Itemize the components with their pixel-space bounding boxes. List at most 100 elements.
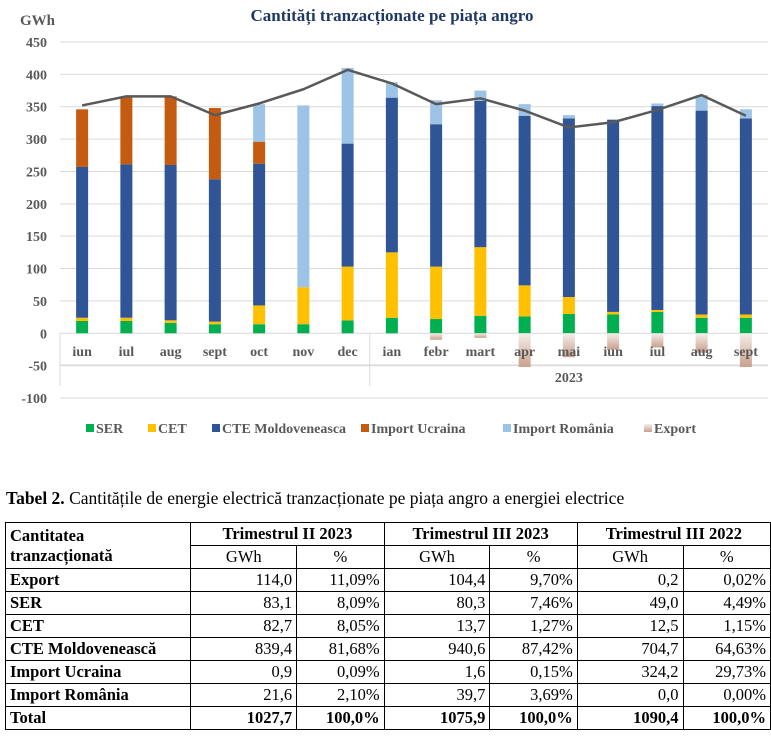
bar-cet xyxy=(651,309,664,312)
bar-ser xyxy=(208,324,221,334)
bar-ser xyxy=(76,320,89,334)
unit-header: GWh xyxy=(190,545,298,569)
total-line xyxy=(81,68,747,129)
category-axis: 2023 xyxy=(59,332,768,386)
gwh-cell: 704,7 xyxy=(576,637,684,661)
percent-cell: 100,0% xyxy=(296,706,385,730)
percent-cell: 3,69% xyxy=(489,683,578,707)
percent-header: % xyxy=(489,545,578,569)
legend-label: CET xyxy=(158,422,187,437)
gwh-cell: 1090,4 xyxy=(576,706,684,730)
gwh-cell: 114,0 xyxy=(190,568,298,592)
gwh-cell: 1,6 xyxy=(383,660,491,684)
table-row: CTE Moldovenească 839,4 81,68% 940,6 87,42% 7… xyxy=(4,637,771,661)
gwh-cell: 839,4 xyxy=(190,637,298,661)
bar-cet xyxy=(385,252,398,318)
gwh-cell: 21,6 xyxy=(190,683,298,707)
percent-cell: 8,05% xyxy=(296,614,385,638)
gwh-cell: 1075,9 xyxy=(383,706,491,730)
bar-import-rom-nia xyxy=(695,95,708,111)
y-tick-label: 150 xyxy=(26,230,47,245)
legend-label: CTE Moldoveneasca xyxy=(222,422,346,437)
y-tick-label: 450 xyxy=(26,36,47,51)
legend-swatch xyxy=(148,424,156,432)
percent-cell: 29,73% xyxy=(682,660,771,684)
bar-cte-moldoveneasca xyxy=(474,100,487,248)
row-label: CTE Moldovenească xyxy=(4,637,192,661)
x-tick-label: sept xyxy=(203,345,227,360)
percent-header: % xyxy=(296,545,385,569)
bar-ser xyxy=(120,320,133,334)
percent-header: % xyxy=(682,545,771,569)
bar-cet xyxy=(297,287,310,325)
bar-import-rom-nia xyxy=(474,90,487,101)
bars xyxy=(76,67,752,367)
bar-import-ucraina xyxy=(120,96,133,165)
period-header: Trimestrul II 2023 xyxy=(190,522,385,546)
bar-cte-moldoveneasca xyxy=(518,115,531,286)
gwh-cell: 940,6 xyxy=(383,637,491,661)
gwh-cell: 104,4 xyxy=(383,568,491,592)
bar-cte-moldoveneasca xyxy=(430,124,443,267)
percent-cell: 81,68% xyxy=(296,637,385,661)
percent-cell: 8,09% xyxy=(296,591,385,615)
row-label: Total xyxy=(4,706,192,730)
bar-export xyxy=(518,333,531,367)
y-axis-label: GWh xyxy=(20,13,56,29)
x-tick-label: oct xyxy=(250,345,268,360)
percent-cell: 100,0% xyxy=(682,706,771,730)
bar-cte-moldoveneasca xyxy=(253,163,266,306)
row-header-cell: Cantitatea tranzacționată xyxy=(4,522,192,569)
x-tick-label: ian xyxy=(383,345,402,360)
x-tick-label: nov xyxy=(292,345,314,360)
bar-import-ucraina xyxy=(164,96,177,165)
bar-cet xyxy=(518,285,531,317)
gwh-cell: 39,7 xyxy=(383,683,491,707)
y-tick-label: 300 xyxy=(26,133,47,148)
bar-cet xyxy=(430,266,443,320)
legend-label: Import România xyxy=(513,422,614,437)
y-tick-label: 200 xyxy=(26,198,47,213)
bar-cet xyxy=(208,321,221,325)
x-tick-label: sept xyxy=(734,345,758,360)
bar-cet xyxy=(341,266,354,321)
bar-cet xyxy=(120,317,133,321)
bar-ser xyxy=(739,317,752,334)
bar-ser xyxy=(385,317,398,334)
legend-label: SER xyxy=(96,422,124,437)
y-tick-label: 50 xyxy=(33,295,47,310)
bar-export xyxy=(651,333,664,348)
bar-ser xyxy=(607,314,620,334)
x-tick-label: iul xyxy=(119,345,135,360)
row-label: Export xyxy=(4,568,192,592)
bar-cet xyxy=(695,314,708,318)
bar-ser xyxy=(695,317,708,334)
unit-header: GWh xyxy=(576,545,684,569)
gwh-cell: 13,7 xyxy=(383,614,491,638)
percent-cell: 0,00% xyxy=(682,683,771,707)
bar-export xyxy=(430,333,443,340)
gwh-cell: 12,5 xyxy=(576,614,684,638)
bar-ser xyxy=(430,319,443,334)
bar-cet xyxy=(76,317,89,321)
bar-import-ucraina xyxy=(76,109,89,167)
bar-import-ucraina xyxy=(208,108,221,180)
percent-cell: 9,70% xyxy=(489,568,578,592)
bar-cte-moldoveneasca xyxy=(76,166,89,318)
gwh-cell: 1027,7 xyxy=(190,706,298,730)
percent-cell: 1,15% xyxy=(682,614,771,638)
table-caption-text: Cantitățile de energie electrică tranzac… xyxy=(64,488,625,508)
percent-cell: 1,27% xyxy=(489,614,578,638)
unit-header: GWh xyxy=(383,545,491,569)
bar-cet xyxy=(164,320,177,323)
percent-cell: 0,09% xyxy=(296,660,385,684)
gwh-cell: 0,9 xyxy=(190,660,298,684)
bar-cte-moldoveneasca xyxy=(562,118,575,298)
gwh-cell: 83,1 xyxy=(190,591,298,615)
bar-ser xyxy=(297,324,310,334)
row-label: CET xyxy=(4,614,192,638)
legend-swatch xyxy=(503,424,511,432)
bar-cte-moldoveneasca xyxy=(208,179,221,322)
y-tick-label: -50 xyxy=(28,360,47,375)
group-label: 2023 xyxy=(555,371,583,386)
